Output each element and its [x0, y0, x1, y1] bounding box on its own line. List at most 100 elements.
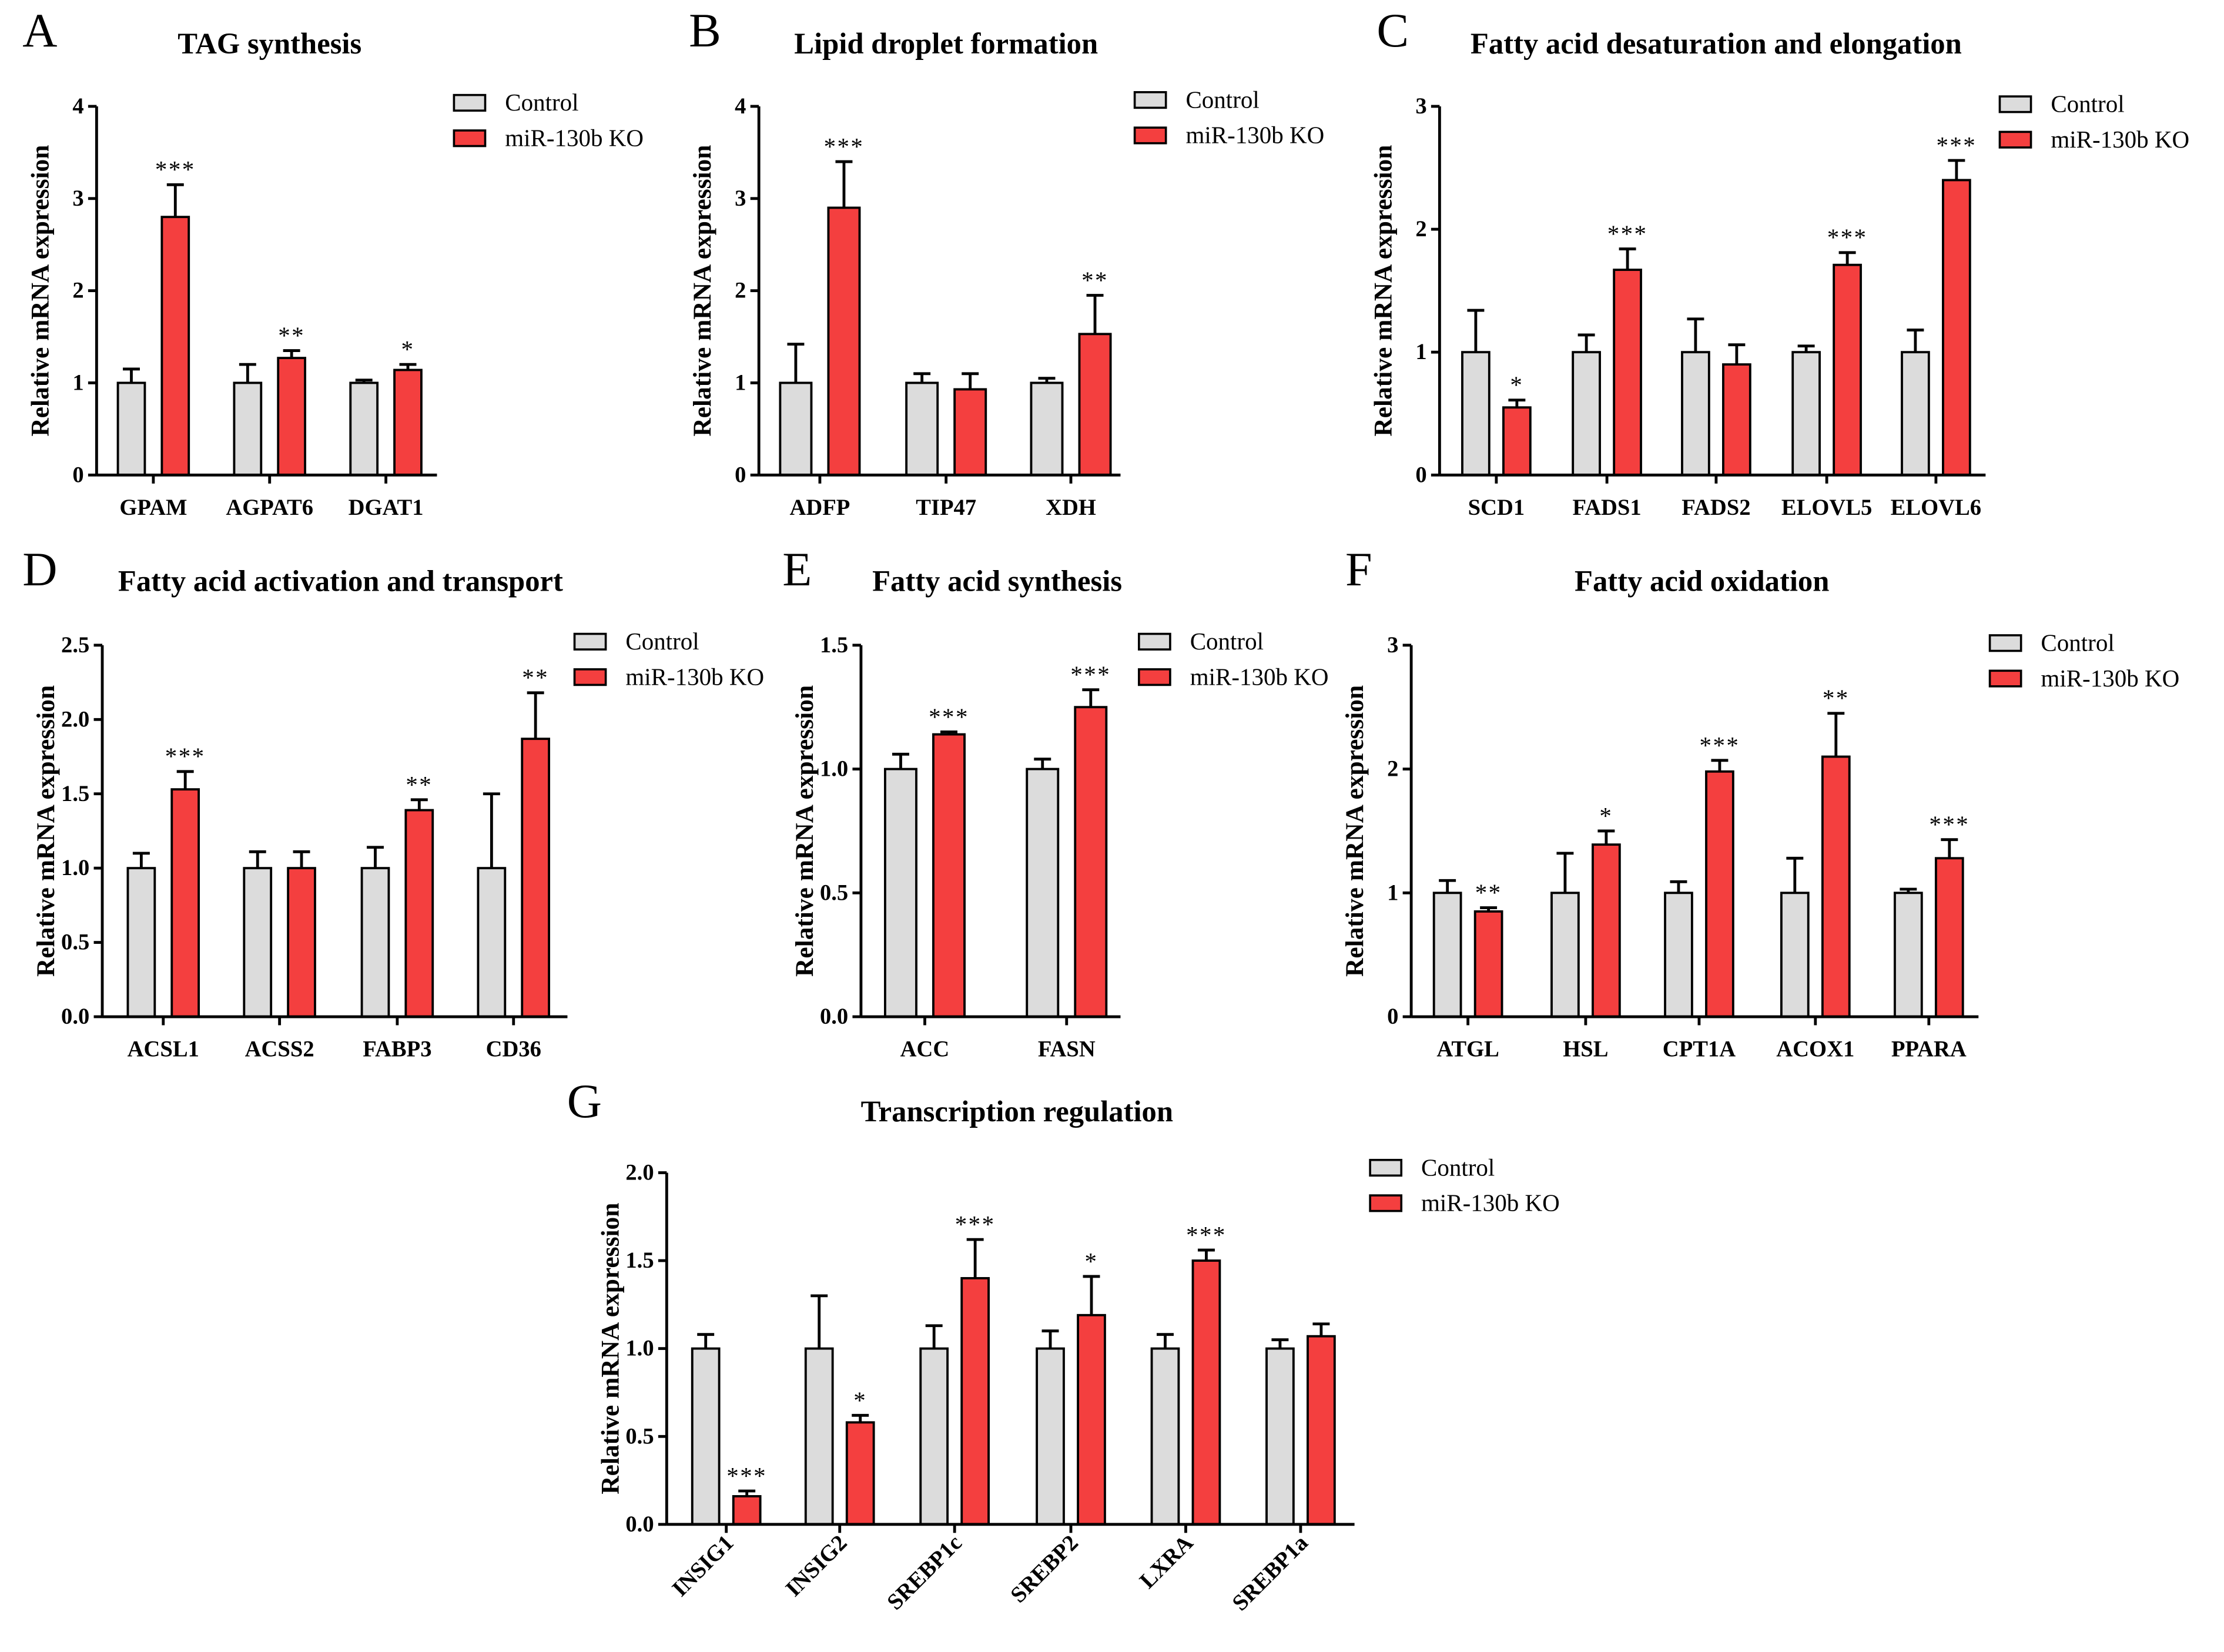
legend-swatch-control — [1133, 91, 1167, 109]
y-axis-label: Relative mRNA expression — [32, 685, 60, 977]
y-tick-label: 0.0 — [61, 1004, 89, 1029]
bar-ko-cpt1a — [1705, 770, 1734, 1018]
y-tick-label: 0.0 — [625, 1512, 654, 1537]
legend-swatch-control — [1998, 95, 2032, 113]
panel-b: B Lipid droplet formation Relative mRNA ex… — [688, 4, 1324, 520]
x-tick-label: LXRA — [1135, 1530, 1198, 1593]
bar-control-fads2 — [1681, 351, 1710, 477]
bar-ko-cd36 — [521, 738, 551, 1018]
y-tick-label: 1.5 — [625, 1248, 654, 1273]
bar-control-elovl5 — [1791, 351, 1821, 477]
bar-ko-fads2 — [1722, 363, 1751, 477]
bar-ko-srebp1a — [1307, 1335, 1336, 1526]
bar-ko-acsl1 — [170, 788, 200, 1018]
y-tick-label: 1 — [1387, 880, 1398, 905]
y-tick-label: 0 — [1387, 1004, 1398, 1029]
panel-title: Lipid droplet formation — [794, 27, 1098, 60]
significance-marker: *** — [1070, 661, 1111, 688]
significance-marker: * — [1599, 802, 1613, 829]
y-tick-label: 0.5 — [625, 1424, 654, 1449]
bar-ko-scd1 — [1502, 406, 1532, 477]
bar-ko-elovl6 — [1942, 179, 1971, 477]
y-axis-label: Relative mRNA expression — [596, 1203, 624, 1494]
bar-control-dgat1 — [349, 381, 379, 477]
x-tick-label: SREBP2 — [1006, 1530, 1083, 1607]
significance-marker: ** — [1081, 266, 1108, 293]
bar-ko-srebp1c — [960, 1277, 990, 1526]
x-tick-label: INSIG1 — [668, 1530, 739, 1601]
bar-control-fabp3 — [360, 867, 390, 1018]
legend-label-ko: miR-130b KO — [625, 663, 764, 690]
legend: Control miR-130b KO — [453, 89, 644, 152]
bar-control-acox1 — [1780, 892, 1810, 1018]
legend: Control miR-130b KO — [1988, 629, 2179, 692]
significance-marker: *** — [165, 743, 206, 770]
y-axis-label: Relative mRNA expression — [1341, 685, 1369, 977]
panel-letter: C — [1376, 4, 1409, 57]
legend-swatch-ko — [1988, 669, 2022, 688]
legend: Control miR-130b KO — [1998, 91, 2189, 153]
significance-marker: * — [853, 1386, 867, 1413]
significance-marker: *** — [1186, 1221, 1227, 1248]
bar-control-cpt1a — [1664, 892, 1693, 1018]
bar-ko-fads1 — [1613, 269, 1642, 477]
y-tick-label: 2 — [735, 279, 746, 303]
panel-title: Transcription regulation — [861, 1095, 1173, 1128]
y-tick-label: 1 — [1415, 340, 1426, 364]
x-tick-label: SREBP1a — [1228, 1530, 1313, 1616]
bar-control-cd36 — [477, 867, 507, 1018]
x-tick-label: ACSL1 — [128, 1037, 199, 1062]
y-tick-label: 0 — [72, 463, 83, 487]
significance-marker: *** — [1827, 224, 1868, 251]
y-tick-label: 0 — [1415, 463, 1426, 487]
y-tick-label: 1.0 — [61, 856, 89, 880]
legend-label-control: Control — [2041, 629, 2114, 656]
legend: Control miR-130b KO — [1138, 628, 1328, 690]
bar-ko-ppara — [1934, 857, 1964, 1018]
x-tick-label: SCD1 — [1468, 495, 1525, 520]
legend-swatch-control — [1369, 1158, 1403, 1177]
legend-label-ko: miR-130b KO — [2041, 665, 2179, 692]
bar-ko-fabp3 — [404, 809, 434, 1018]
x-tick-label: XDH — [1046, 495, 1096, 520]
panel-title: Fatty acid activation and transport — [118, 565, 563, 598]
bar-ko-elovl5 — [1833, 263, 1862, 477]
significance-marker: *** — [1607, 220, 1648, 247]
x-tick-label: ELOVL6 — [1891, 495, 1981, 520]
x-tick-label: ATGL — [1436, 1037, 1499, 1062]
legend-swatch-control — [1138, 632, 1171, 651]
x-tick-label: SREBP1c — [883, 1530, 967, 1614]
x-tick-label: TIP47 — [916, 495, 976, 520]
y-tick-label: 0.5 — [820, 880, 848, 905]
x-tick-label: DGAT1 — [349, 495, 424, 520]
bar-ko-adfp — [827, 206, 861, 477]
significance-marker: *** — [1929, 811, 1970, 838]
x-tick-label: CPT1A — [1663, 1037, 1736, 1062]
bar-ko-lxra — [1191, 1259, 1221, 1526]
bar-ko-acc — [932, 733, 966, 1018]
y-tick-label: 1 — [735, 371, 746, 396]
legend-label-control: Control — [1185, 86, 1259, 113]
bar-control-fasn — [1026, 768, 1060, 1018]
panel-g: G Transcription regulation Relative mRNA e… — [567, 1074, 1560, 1616]
x-tick-label: AGPAT6 — [226, 495, 313, 520]
bar-ko-acss2 — [287, 867, 316, 1018]
significance-marker: ** — [278, 322, 305, 349]
bar-control-lxra — [1150, 1347, 1180, 1526]
bar-control-agpat6 — [233, 381, 263, 477]
legend-label-control: Control — [1190, 628, 1264, 655]
panel-title: Fatty acid oxidation — [1575, 565, 1829, 598]
x-tick-label: GPAM — [119, 495, 187, 520]
legend-swatch-control — [1988, 634, 2022, 652]
bar-control-scd1 — [1461, 351, 1491, 477]
panel-title: TAG synthesis — [177, 27, 361, 60]
significance-marker: *** — [929, 703, 969, 730]
panel-d: D Fatty acid activation and transport Rela… — [22, 542, 764, 1062]
legend: Control miR-130b KO — [1133, 86, 1324, 149]
y-tick-label: 1.5 — [61, 782, 89, 806]
bar-control-gpam — [116, 381, 146, 477]
significance-marker: *** — [726, 1462, 767, 1489]
bar-control-fads1 — [1572, 351, 1601, 477]
bar-control-srebp1a — [1265, 1347, 1295, 1526]
